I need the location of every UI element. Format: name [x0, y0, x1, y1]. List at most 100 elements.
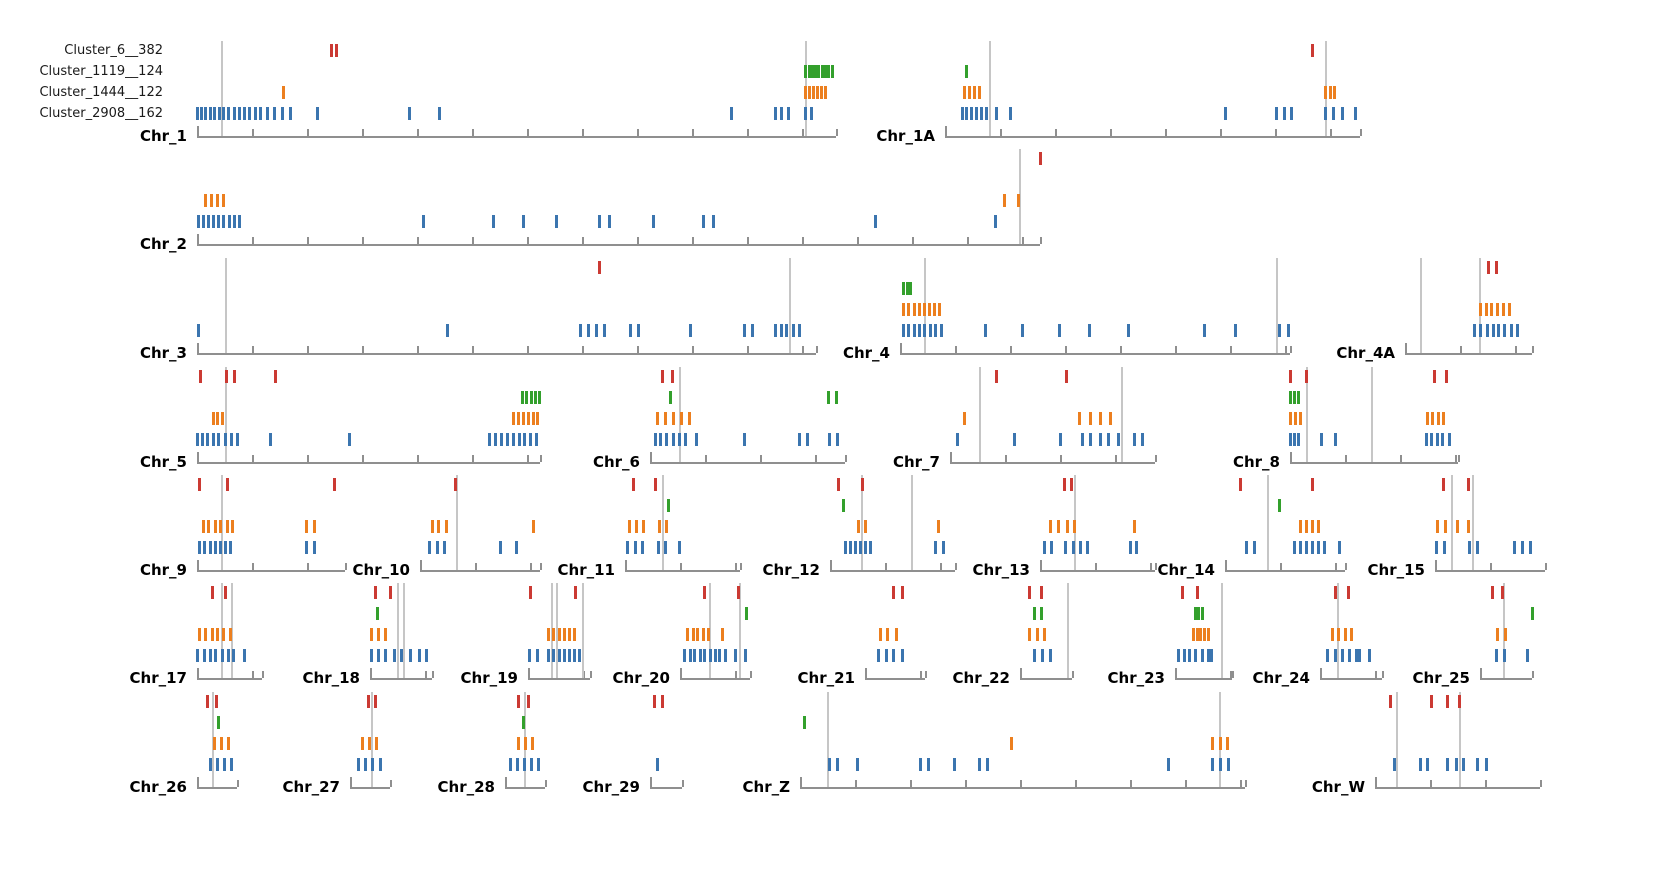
- cluster-tick-cluster-1444: [706, 628, 710, 641]
- cluster-tick-cluster-2908: [202, 649, 206, 662]
- cluster-tick-cluster-1444: [912, 303, 916, 316]
- legend-item-cluster-2908: Cluster_2908__162: [39, 106, 163, 121]
- cluster-tick-cluster-1444: [936, 520, 940, 533]
- cluster-tick-cluster-2908: [1442, 541, 1446, 554]
- cluster-tick-cluster-2908: [1446, 758, 1450, 771]
- position-marker-line: [709, 583, 712, 678]
- cluster-tick-cluster-2908: [218, 541, 222, 554]
- cluster-tick-cluster-2908: [1020, 324, 1024, 337]
- chromosome-label-chr_z: Chr_Z: [742, 778, 790, 796]
- cluster-tick-cluster-1444: [658, 520, 662, 533]
- cluster-tick-cluster-1444: [1003, 194, 1007, 207]
- cluster-tick-cluster-2908: [659, 433, 663, 446]
- cluster-tick-cluster-1444: [444, 520, 448, 533]
- axis-scale-tick: [545, 780, 547, 787]
- cluster-tick-cluster-6: [526, 695, 530, 708]
- cluster-tick-cluster-1444: [219, 737, 223, 750]
- cluster-tick-cluster-2908: [522, 758, 526, 771]
- cluster-tick-cluster-6: [1305, 370, 1309, 383]
- cluster-tick-cluster-1119: [1296, 391, 1300, 404]
- cluster-tick-cluster-2908: [400, 649, 404, 662]
- cluster-tick-cluster-2908: [1252, 541, 1256, 554]
- cluster-tick-cluster-2908: [237, 107, 241, 120]
- cluster-tick-cluster-2908: [1219, 758, 1223, 771]
- chromosome-label-chr_8: Chr_8: [1232, 453, 1280, 471]
- cluster-tick-cluster-2908: [1290, 107, 1294, 120]
- chromosome-label-chr_4: Chr_4: [842, 344, 890, 362]
- cluster-tick-cluster-6: [1430, 695, 1434, 708]
- axis-scale-tick: [747, 237, 749, 244]
- cluster-tick-cluster-1444: [655, 412, 659, 425]
- axis-scale-tick: [945, 126, 947, 136]
- position-marker-line: [1221, 583, 1224, 678]
- cluster-tick-cluster-2908: [418, 649, 422, 662]
- axis-scale-tick: [1000, 129, 1002, 136]
- axis-scale-tick: [920, 671, 922, 678]
- cluster-tick-cluster-2908: [363, 758, 367, 771]
- cluster-tick-cluster-2908: [1278, 324, 1282, 337]
- cluster-tick-cluster-2908: [853, 541, 857, 554]
- cluster-tick-cluster-2908: [1479, 324, 1483, 337]
- cluster-tick-cluster-2908: [718, 649, 722, 662]
- axis-scale-tick: [1010, 346, 1012, 353]
- axis-scale-tick: [682, 780, 684, 787]
- axis-scale-tick: [1405, 343, 1407, 353]
- chromosome-axis: [197, 570, 345, 572]
- cluster-tick-cluster-2908: [492, 215, 496, 228]
- cluster-tick-cluster-2908: [688, 649, 692, 662]
- cluster-tick-cluster-1444: [977, 86, 981, 99]
- axis-scale-tick: [735, 671, 737, 678]
- cluster-tick-cluster-1119: [902, 282, 906, 295]
- cluster-tick-cluster-2908: [1520, 541, 1524, 554]
- cluster-tick-cluster-2908: [1347, 649, 1351, 662]
- cluster-tick-cluster-2908: [268, 433, 272, 446]
- cluster-tick-cluster-2908: [1098, 433, 1102, 446]
- chromosome-axis: [1375, 787, 1540, 789]
- chromosome-label-chr_28: Chr_28: [437, 778, 495, 796]
- chromosome-axis: [1175, 678, 1232, 680]
- chromosome-axis: [800, 787, 1245, 789]
- axis-scale-tick: [540, 455, 542, 462]
- cluster-tick-cluster-2908: [232, 107, 236, 120]
- cluster-tick-cluster-1444: [1028, 628, 1032, 641]
- cluster-tick-cluster-1444: [1293, 412, 1297, 425]
- cluster-tick-cluster-2908: [974, 107, 978, 120]
- cluster-tick-cluster-1444: [1490, 303, 1494, 316]
- chromosome-label-chr_2: Chr_2: [139, 235, 187, 253]
- cluster-tick-cluster-1444: [932, 303, 936, 316]
- cluster-tick-cluster-1444: [665, 520, 669, 533]
- cluster-tick-cluster-2908: [1485, 324, 1489, 337]
- cluster-tick-cluster-2908: [1058, 433, 1062, 446]
- axis-scale-tick: [350, 777, 352, 787]
- cluster-tick-cluster-2908: [653, 433, 657, 446]
- cluster-tick-cluster-1444: [635, 520, 639, 533]
- cluster-tick-cluster-1444: [1108, 412, 1112, 425]
- cluster-tick-cluster-1444: [701, 628, 705, 641]
- cluster-tick-cluster-6: [1490, 586, 1494, 599]
- cluster-tick-cluster-1444: [536, 412, 540, 425]
- cluster-tick-cluster-2908: [1116, 433, 1120, 446]
- cluster-tick-cluster-2908: [1468, 541, 1472, 554]
- cluster-tick-cluster-2908: [636, 324, 640, 337]
- cluster-tick-cluster-2908: [626, 541, 630, 554]
- axis-scale-tick: [472, 129, 474, 136]
- axis-scale-tick: [650, 777, 652, 787]
- cluster-tick-cluster-2908: [1333, 649, 1337, 662]
- axis-scale-tick: [1375, 777, 1377, 787]
- cluster-tick-cluster-1444: [1073, 520, 1077, 533]
- chromosome-axis: [1480, 678, 1532, 680]
- cluster-tick-cluster-2908: [698, 649, 702, 662]
- cluster-tick-cluster-6: [334, 44, 338, 57]
- cluster-tick-cluster-2908: [1224, 107, 1228, 120]
- cluster-tick-cluster-2908: [1448, 433, 1452, 446]
- legend-item-cluster-6: Cluster_6__382: [64, 43, 163, 58]
- cluster-tick-cluster-2908: [708, 649, 712, 662]
- cluster-tick-cluster-2908: [1088, 324, 1092, 337]
- chromosome-label-chr_29: Chr_29: [582, 778, 640, 796]
- cluster-tick-cluster-1444: [219, 520, 223, 533]
- cluster-tick-cluster-2908: [494, 433, 498, 446]
- axis-scale-tick: [307, 237, 309, 244]
- cluster-tick-cluster-1444: [201, 520, 205, 533]
- chromosome-label-chr_20: Chr_20: [612, 669, 670, 687]
- cluster-tick-cluster-2908: [536, 758, 540, 771]
